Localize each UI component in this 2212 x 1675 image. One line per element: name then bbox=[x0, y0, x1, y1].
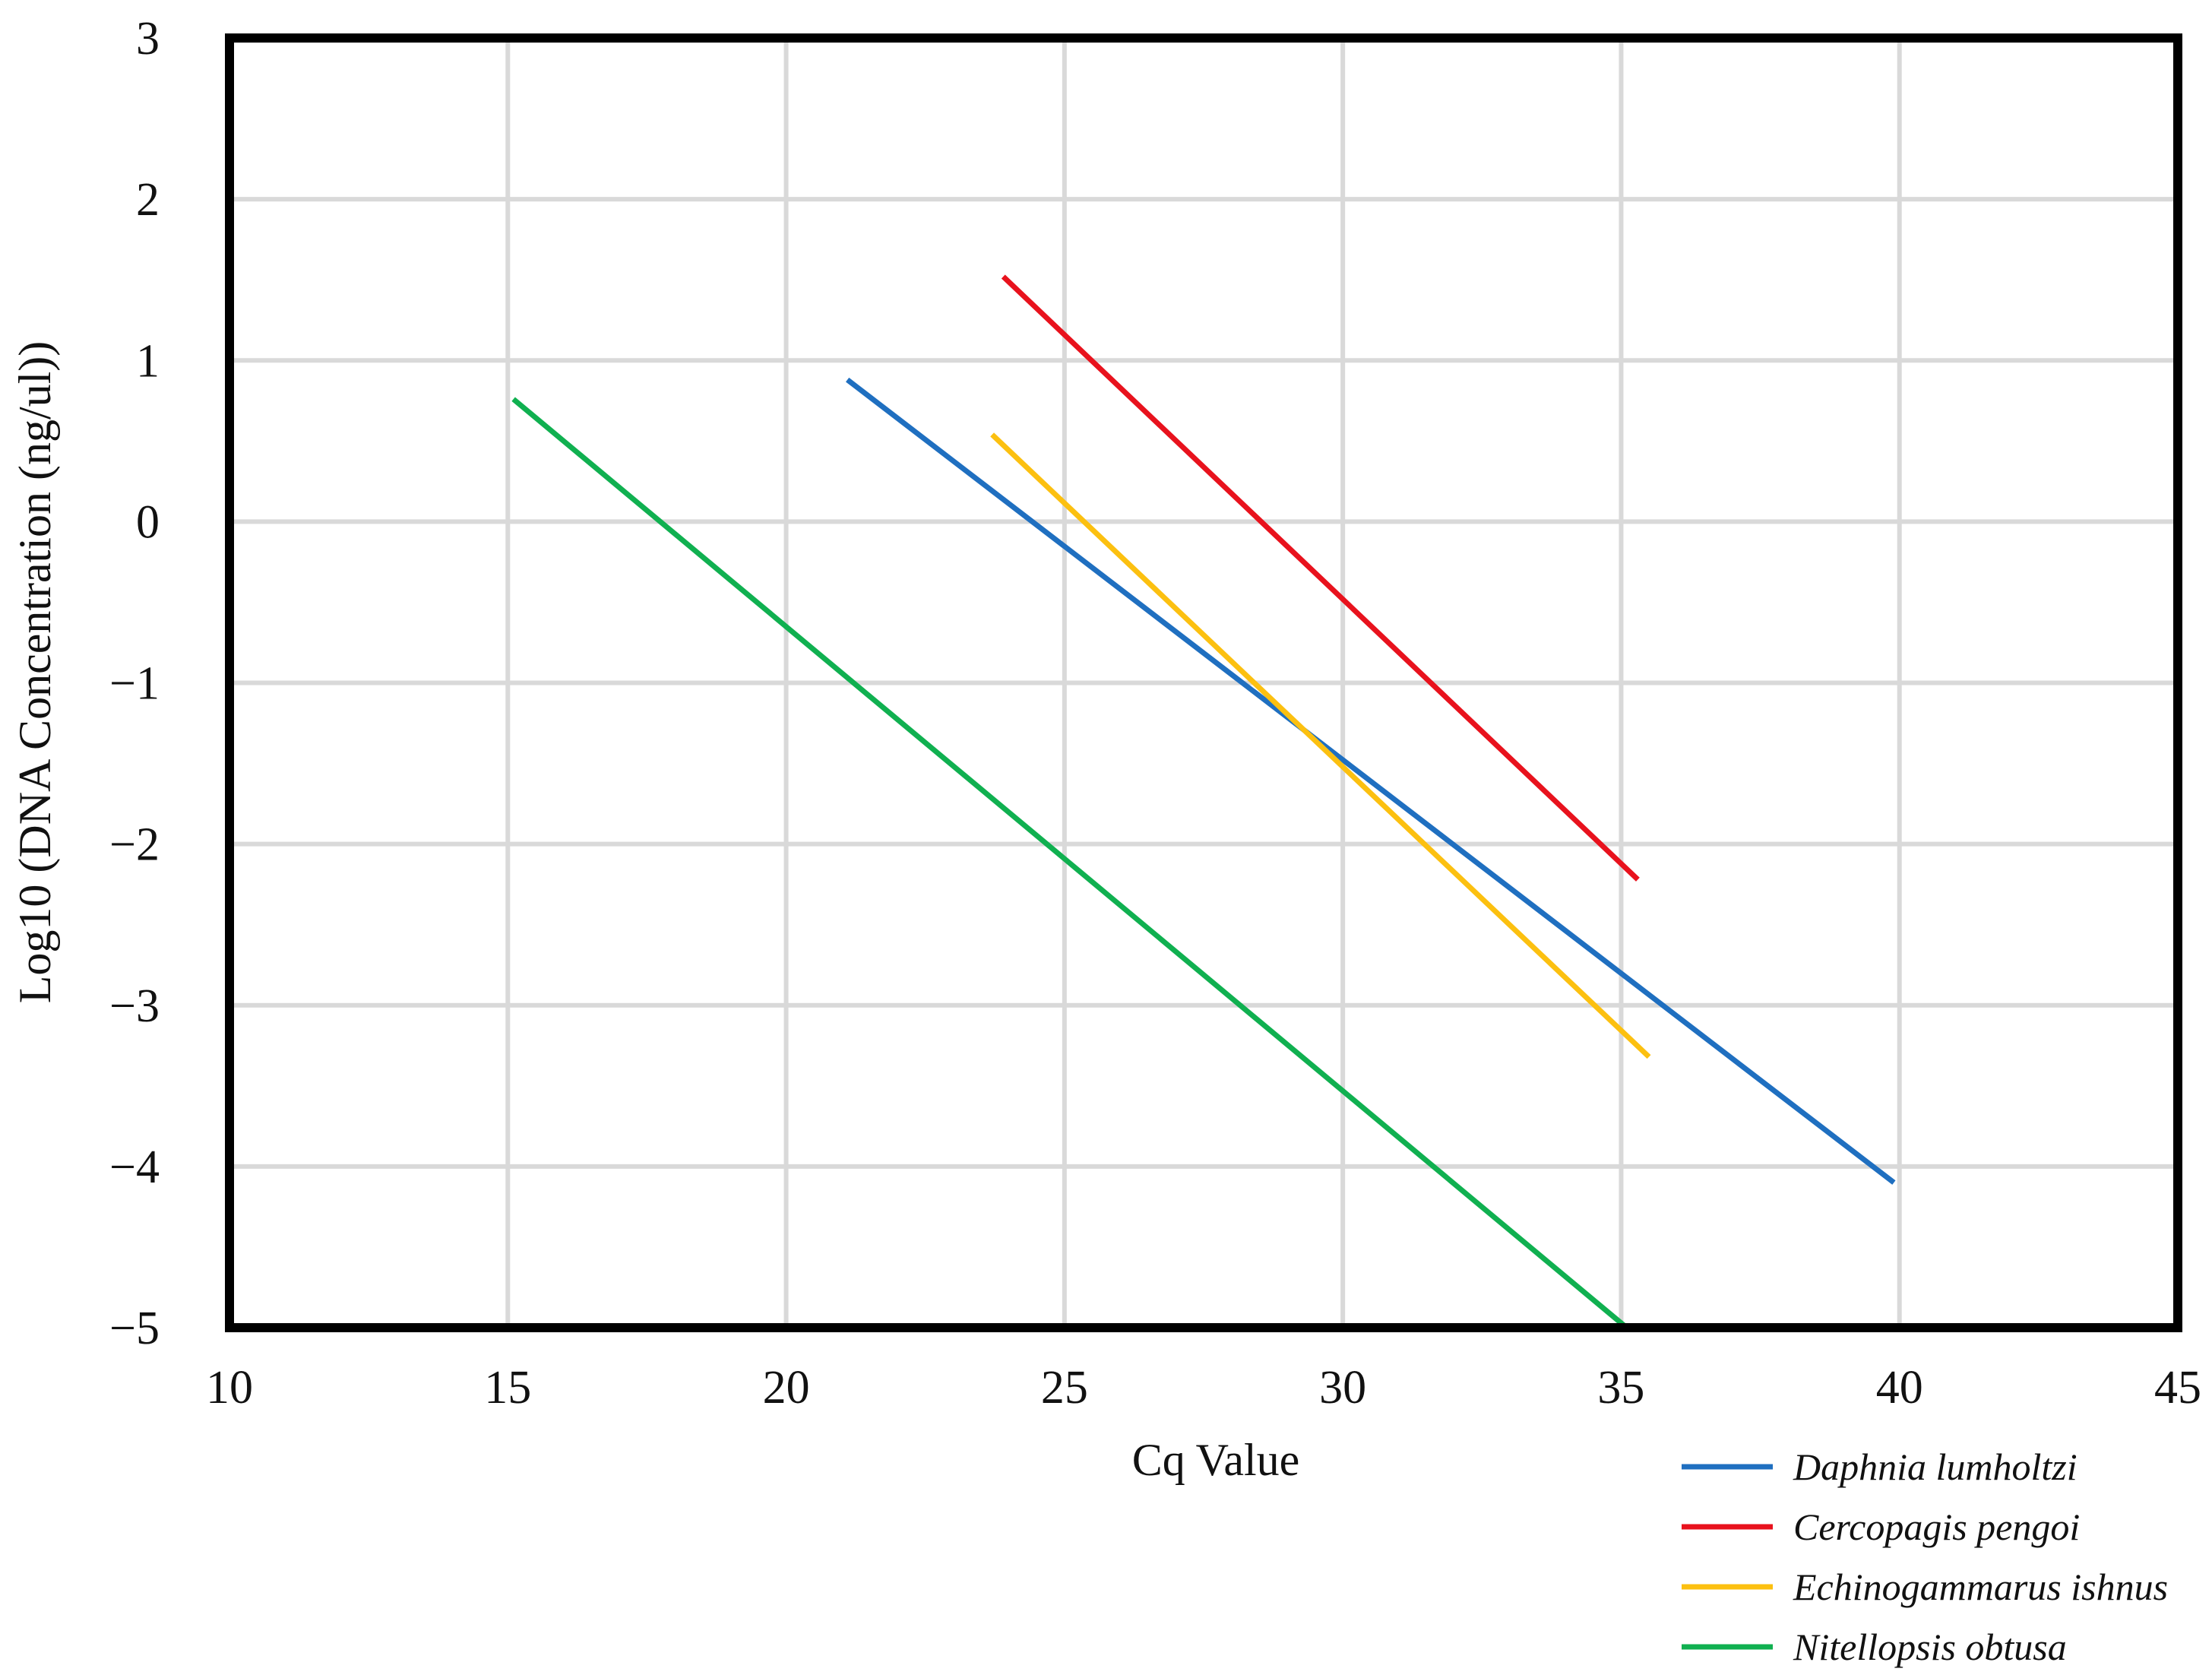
x-tick-label: 15 bbox=[484, 1362, 531, 1414]
plot-frame bbox=[225, 33, 2182, 1332]
legend-label-1: Daphnia lumholtzi bbox=[1793, 1445, 2078, 1488]
y-tick-label: 0 bbox=[136, 496, 160, 548]
grid-lines bbox=[229, 38, 2178, 1328]
y-tick-label: −2 bbox=[109, 819, 160, 871]
y-tick-label: 1 bbox=[136, 335, 160, 387]
legend-label-4: Nitellopsis obtusa bbox=[1793, 1626, 2067, 1668]
y-tick-label: −4 bbox=[109, 1141, 160, 1193]
y-tick-label: −5 bbox=[109, 1303, 160, 1354]
y-tick-label: 3 bbox=[136, 13, 160, 65]
y-tick-labels: 3 2 1 0 −1 −2 −3 −4 −5 bbox=[109, 13, 160, 1354]
legend: Daphnia lumholtzi Cercopagis pengoi Echino… bbox=[1682, 1445, 2168, 1668]
x-tick-label: 20 bbox=[763, 1362, 810, 1414]
x-tick-label: 30 bbox=[1319, 1362, 1366, 1414]
y-tick-label: −1 bbox=[109, 658, 160, 710]
series-line-1 bbox=[846, 377, 1896, 1185]
legend-label-3: Echinogammarus ishnus bbox=[1793, 1566, 2168, 1608]
series-line-4 bbox=[511, 397, 1628, 1330]
series-lines bbox=[511, 274, 1896, 1330]
x-tick-label: 45 bbox=[2154, 1362, 2201, 1414]
x-tick-label: 10 bbox=[206, 1362, 253, 1414]
y-tick-label: 2 bbox=[136, 174, 160, 226]
y-tick-label: −3 bbox=[109, 980, 160, 1032]
x-tick-label: 35 bbox=[1597, 1362, 1644, 1414]
series-line-2 bbox=[1001, 274, 1640, 882]
x-tick-labels: 10 15 20 25 30 35 40 45 bbox=[206, 1362, 2201, 1414]
x-axis-title: Cq Value bbox=[1132, 1435, 1300, 1485]
series-line-3 bbox=[990, 432, 1651, 1059]
legend-label-2: Cercopagis pengoi bbox=[1793, 1506, 2080, 1548]
x-tick-label: 25 bbox=[1041, 1362, 1088, 1414]
y-axis-title: Log10 (DNA Concentration (ng/ul)) bbox=[10, 341, 60, 1004]
x-tick-label: 40 bbox=[1876, 1362, 1923, 1414]
